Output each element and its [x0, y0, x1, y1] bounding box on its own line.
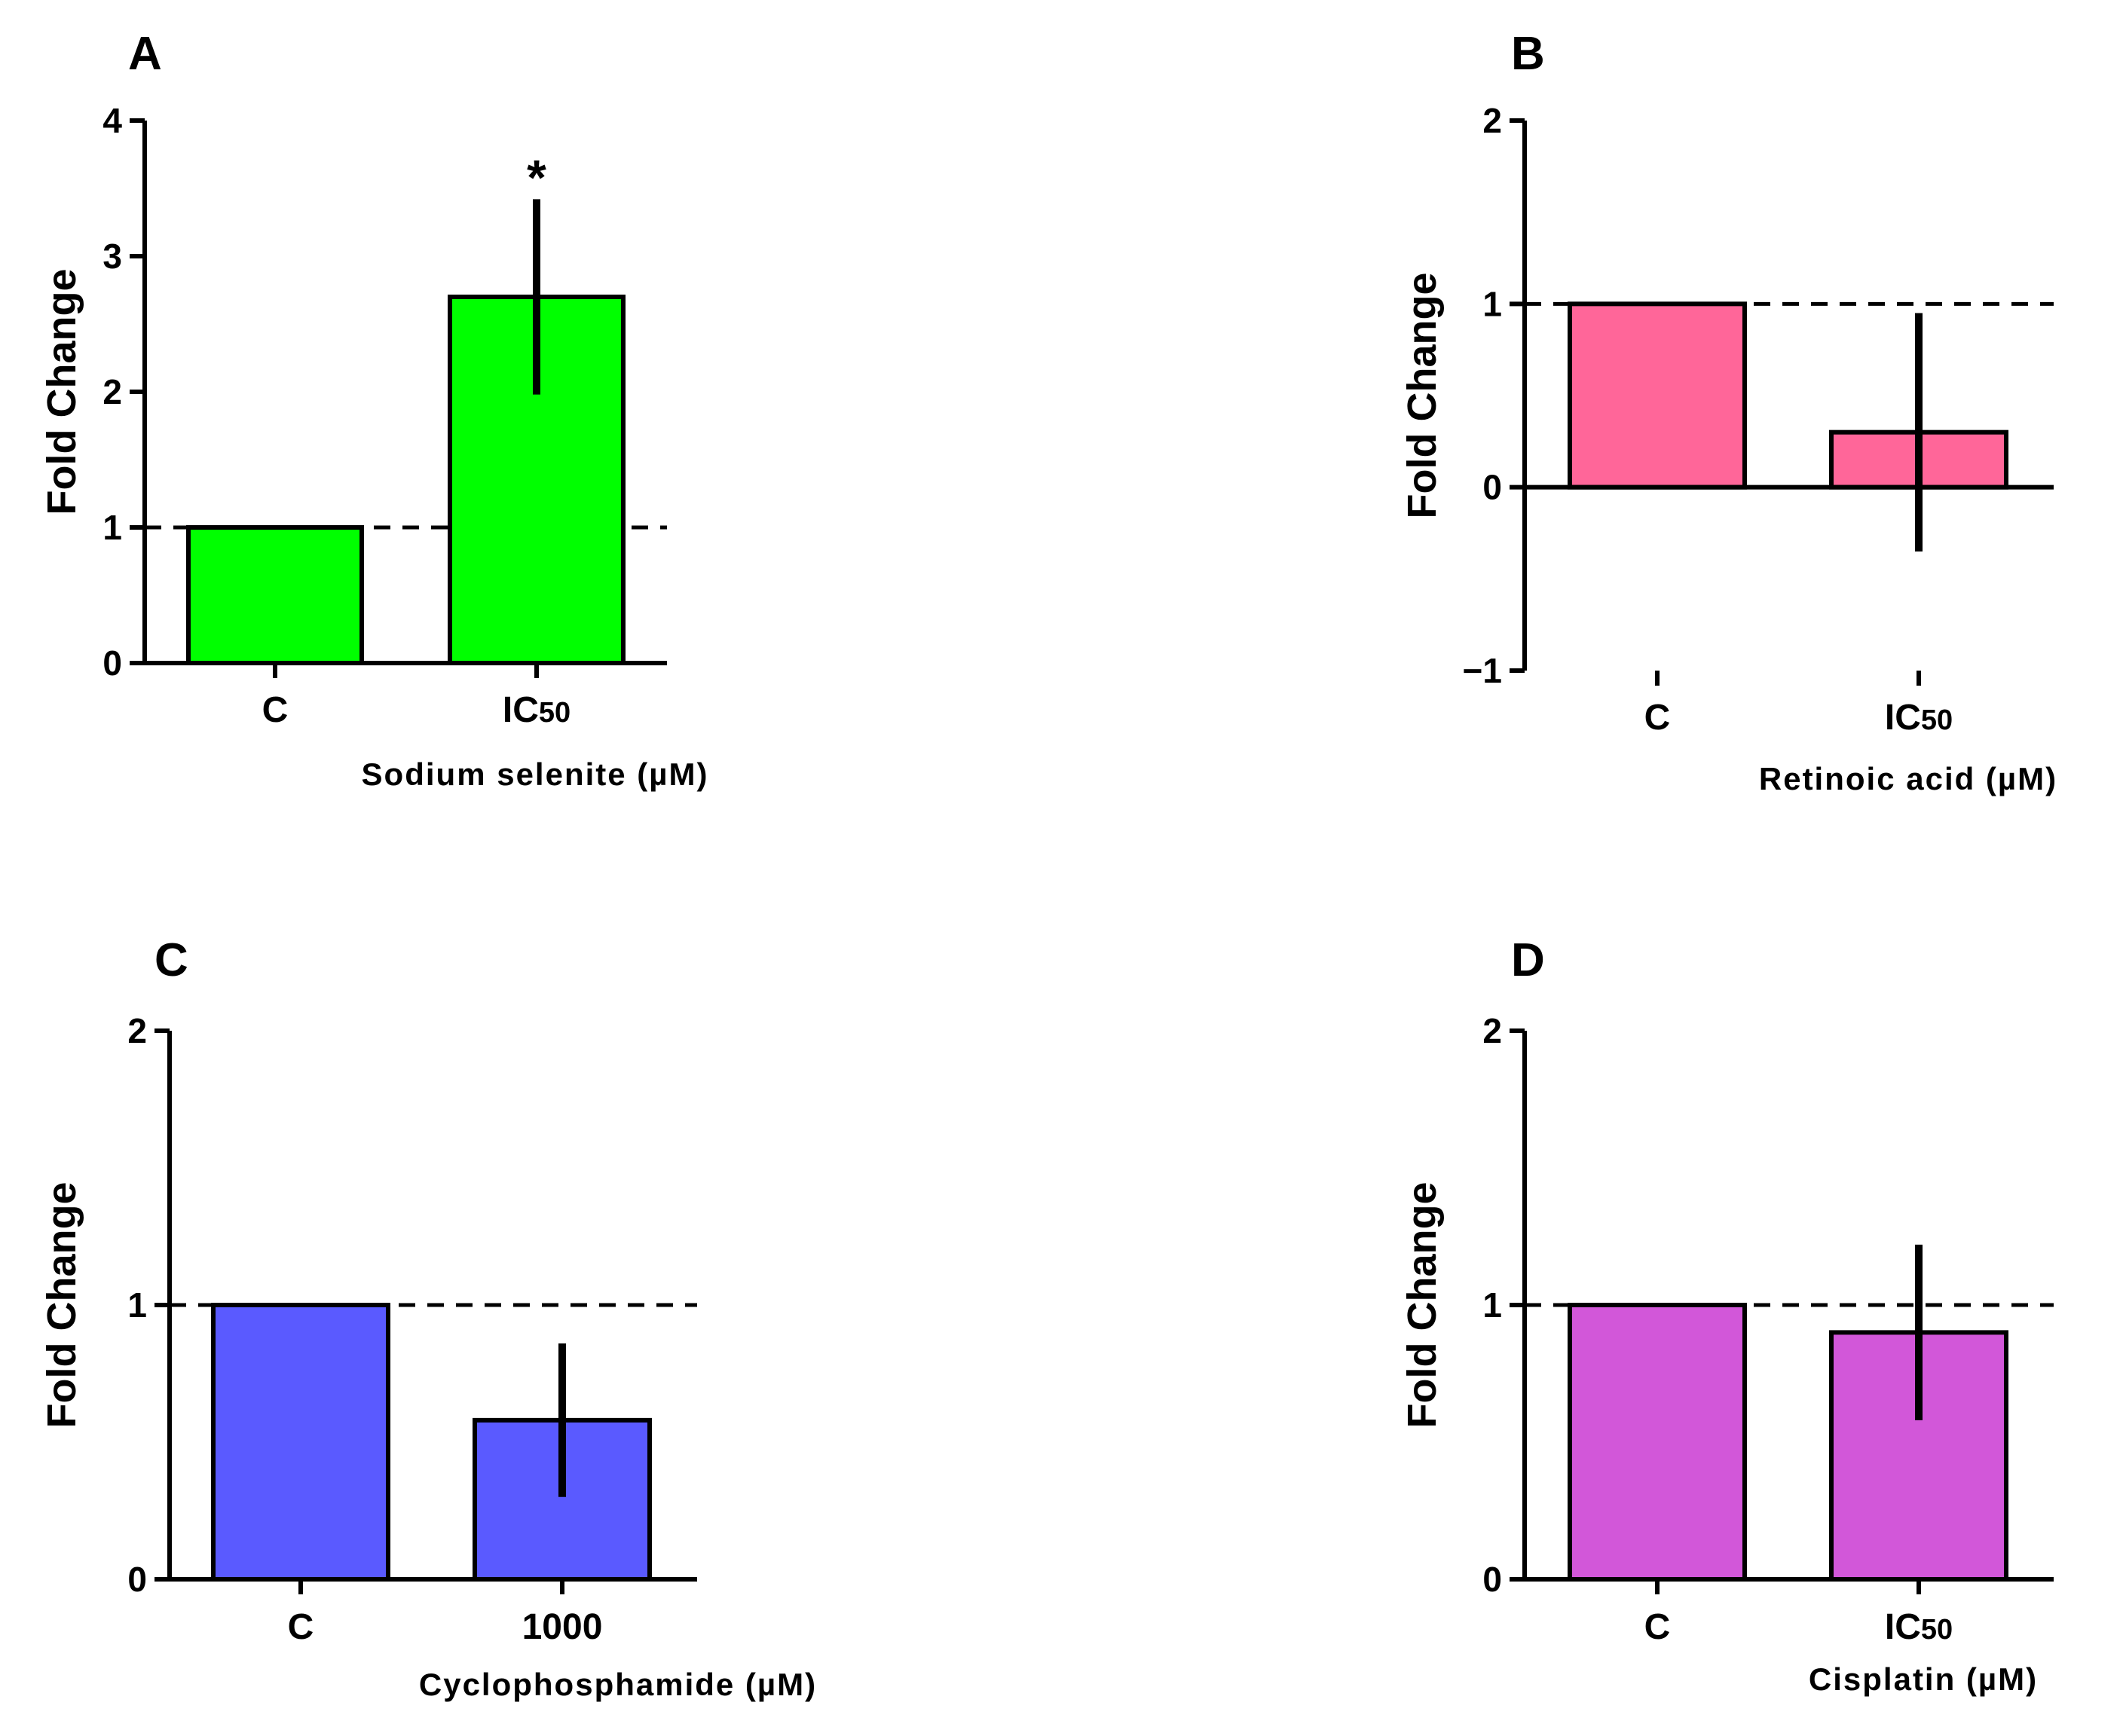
panel-letter: A	[128, 28, 162, 80]
y-tick-label: 2	[102, 372, 122, 411]
y-tick-label: 0	[1482, 1560, 1502, 1599]
y-tick-label: 1	[127, 1285, 147, 1325]
category-label-subscript: 50	[1921, 1614, 1953, 1646]
category-label: C	[262, 690, 289, 730]
x-axis-title: Cisplatin (µM)	[1809, 1661, 2038, 1697]
category-label-subscript: 50	[539, 697, 571, 729]
y-axis-title: Fold Change	[39, 269, 84, 515]
category-label: IC50	[1885, 1607, 1953, 1647]
chart-panel-a: A 0 1 2 3 4 C IC50 Fold Change Sodium selenite (µ…	[39, 28, 709, 792]
bar-control	[211, 1303, 390, 1582]
panel-letter: D	[1511, 934, 1545, 986]
category-label: IC50	[1885, 698, 1953, 738]
category-label-subscript: 50	[1921, 704, 1953, 736]
y-axis-title: Fold Change	[1400, 273, 1445, 519]
bar-control	[186, 525, 364, 665]
y-tick-label: 2	[1482, 101, 1502, 140]
category-label: C	[1644, 1607, 1671, 1647]
y-tick-label: 2	[1482, 1011, 1502, 1050]
y-tick-label: 1	[1482, 1285, 1502, 1325]
bar-control	[1568, 301, 1747, 490]
y-tick-label: 1	[1482, 284, 1502, 323]
y-tick-label: 0	[1482, 468, 1502, 507]
y-tick-label: 0	[127, 1560, 147, 1599]
panel-letter: C	[154, 934, 188, 986]
bar-control	[1568, 1303, 1747, 1582]
x-axis-title: Cyclophosphamide (µM)	[419, 1667, 817, 1702]
chart-panel-b: B −1 0 1 2 C IC50 Fold Change Retinoic acid (µM)	[1400, 28, 2057, 796]
y-tick-label: −1	[1463, 651, 1502, 690]
category-label: C	[288, 1607, 314, 1647]
significance-marker: *	[527, 149, 546, 205]
category-label: IC50	[503, 690, 571, 730]
x-axis-title: Sodium selenite (µM)	[362, 756, 709, 792]
y-tick-label: 0	[102, 643, 122, 683]
y-tick-label: 4	[102, 101, 122, 140]
y-axis-title: Fold Change	[39, 1182, 84, 1429]
chart-panel-d: D 0 1 2 C IC50 Fold Change Cisplatin (µM)	[1400, 934, 2054, 1697]
panel-letter: B	[1511, 28, 1545, 80]
y-tick-label: 1	[102, 508, 122, 547]
category-label: 1000	[522, 1607, 603, 1647]
y-tick-label: 2	[127, 1011, 147, 1050]
y-axis-title: Fold Change	[1400, 1182, 1445, 1429]
category-label: C	[1644, 698, 1671, 738]
y-tick-label: 3	[102, 237, 122, 276]
x-axis-title: Retinoic acid (µM)	[1759, 761, 2057, 796]
